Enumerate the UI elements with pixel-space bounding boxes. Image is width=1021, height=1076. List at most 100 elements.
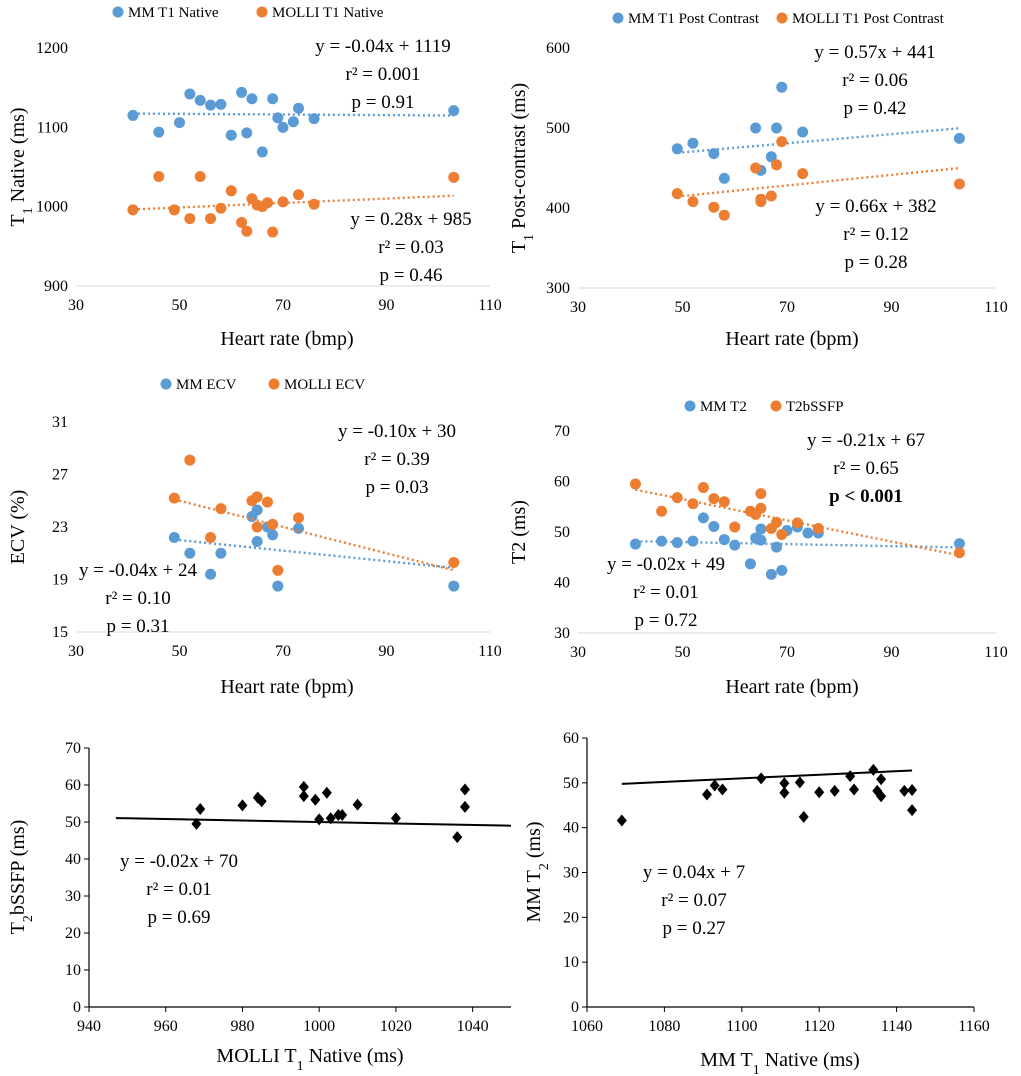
- data-point: [718, 534, 730, 546]
- data-point: [308, 198, 320, 210]
- data-point: [246, 93, 258, 105]
- regression-annotation: r² = 0.39: [364, 449, 430, 470]
- data-point: [771, 541, 783, 553]
- x-axis-label: Heart rate (bmp): [220, 328, 353, 350]
- data-point: [755, 488, 767, 500]
- regression-annotation: r² = 0.12: [843, 224, 909, 245]
- data-point: [298, 790, 309, 803]
- series-0: [127, 86, 460, 158]
- regression-annotation: y = -0.10x + 30: [338, 421, 456, 442]
- data-point: [390, 812, 401, 825]
- x-tick-label: 70: [275, 643, 291, 660]
- regression-annotation: p < 0.001: [829, 486, 903, 507]
- x-axis-label-main: MM T: [700, 1049, 752, 1071]
- data-point: [953, 132, 965, 144]
- chart-panel-d: 30 50 70 90 110 30 40 50 60 70 Heart rate (bpm) T2 …: [508, 399, 1008, 698]
- data-point: [205, 99, 217, 111]
- data-point: [812, 522, 824, 534]
- data-point: [184, 547, 196, 559]
- data-point: [293, 522, 305, 534]
- data-point: [708, 148, 720, 160]
- y-tick-label: 31: [52, 414, 68, 431]
- legend-marker: [256, 6, 268, 18]
- regression-annotation: y = 0.04x + 7: [643, 862, 745, 883]
- data-point: [779, 777, 790, 790]
- data-point: [697, 482, 709, 494]
- y-tick-label: 20: [563, 909, 579, 926]
- y-tick-label: 27: [52, 467, 68, 484]
- data-point: [616, 814, 627, 827]
- data-point: [459, 783, 470, 796]
- series-1: [671, 136, 965, 221]
- data-point: [310, 793, 321, 806]
- data-point: [656, 505, 668, 517]
- regression-annotation: p = 0.72: [635, 610, 698, 631]
- data-point: [308, 113, 320, 125]
- y-axis-label: MM T2 (ms): [523, 821, 552, 922]
- data-point: [205, 568, 217, 580]
- data-point: [687, 196, 699, 208]
- regression-annotation: y = -0.04x + 1119: [315, 36, 451, 57]
- data-point: [448, 105, 460, 117]
- data-point: [267, 518, 279, 530]
- x-axis-label: Heart rate (bpm): [220, 676, 353, 698]
- data-point: [755, 523, 767, 535]
- data-point: [629, 478, 641, 490]
- data-point: [829, 784, 840, 797]
- y-tick-label: 60: [563, 730, 579, 747]
- y-axis-label-main: T2 (ms): [508, 500, 530, 564]
- data-point: [272, 112, 284, 124]
- x-tick-label: 110: [478, 643, 501, 660]
- data-point: [293, 189, 305, 201]
- data-point: [272, 564, 284, 576]
- series-0: [629, 512, 965, 580]
- x-tick-label: 30: [570, 644, 586, 661]
- data-point: [261, 197, 273, 209]
- y-axis-label-sub: 1: [522, 234, 537, 241]
- data-point: [267, 93, 279, 105]
- data-point: [797, 168, 809, 180]
- trendline: [677, 166, 960, 198]
- y-tick-label: 1100: [37, 119, 68, 136]
- regression-annotation: p = 0.27: [663, 918, 726, 939]
- data-point: [776, 136, 788, 148]
- legend-marker: [776, 12, 788, 24]
- data-point: [849, 783, 860, 796]
- y-tick-label: 30: [563, 865, 579, 882]
- data-point: [718, 172, 730, 184]
- x-tick-label: 1080: [648, 1018, 680, 1035]
- data-point: [205, 532, 217, 543]
- data-point: [779, 786, 790, 799]
- y-tick-label: 60: [65, 777, 81, 794]
- chart-panel-f: 1060 1080 1100 1120 1140 1160 0 10 20 30 40 50 60 MM …: [523, 730, 990, 1076]
- legend-label: MM T2: [700, 399, 747, 415]
- data-point: [195, 803, 206, 816]
- data-point: [729, 521, 741, 533]
- data-point: [225, 185, 237, 197]
- series-1: [127, 171, 460, 238]
- regression-annotation: r² = 0.03: [378, 237, 444, 258]
- data-point: [256, 146, 268, 158]
- chart-panel-c: 30 50 70 90 110 15 19 23 27 31 Heart rate (bpm) ECV…: [7, 377, 502, 698]
- x-axis-label-sub: 1: [297, 1059, 304, 1074]
- data-point: [814, 786, 825, 799]
- data-point: [671, 143, 683, 155]
- x-tick-label: 50: [172, 643, 188, 660]
- x-tick-label: 50: [172, 297, 188, 314]
- data-point: [776, 529, 788, 541]
- data-point: [953, 538, 965, 550]
- regression-annotation: y = 0.66x + 382: [815, 196, 936, 217]
- data-point: [237, 799, 248, 812]
- data-point: [899, 784, 910, 797]
- data-point: [629, 538, 641, 550]
- x-tick-label: 70: [275, 297, 291, 314]
- data-point: [184, 454, 196, 466]
- x-tick-label: 110: [478, 297, 501, 314]
- data-point: [701, 788, 712, 801]
- y-tick-label: 30: [554, 625, 570, 642]
- y-axis-label-rest: Native (ms): [7, 107, 29, 207]
- data-point: [215, 202, 227, 214]
- data-point: [709, 779, 720, 792]
- regression-annotation: r² = 0.01: [146, 879, 212, 900]
- data-point: [876, 773, 887, 786]
